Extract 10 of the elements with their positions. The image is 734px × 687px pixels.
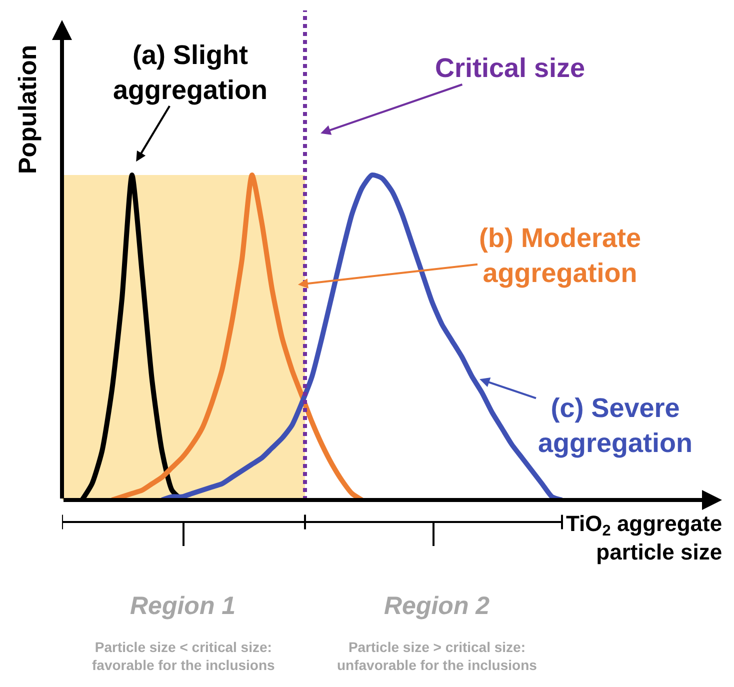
x-axis-title: TiO$_{2}$ aggregate particle size xyxy=(566,511,722,565)
annotation: (b) Moderate aggregation xyxy=(479,223,641,288)
text: Particle size > critical size: unfavorable for the inclusions xyxy=(337,639,538,674)
text: Critical size xyxy=(435,53,586,83)
text: Region 2 xyxy=(384,592,490,620)
annotation: (c) Severe aggregation xyxy=(538,393,693,458)
y-axis-title: Population xyxy=(14,44,42,174)
text: Particle size < critical size: favorable for the inclusions xyxy=(92,639,276,674)
text: Region 1 xyxy=(130,592,236,620)
text: (a) Slight aggregation xyxy=(113,40,268,106)
